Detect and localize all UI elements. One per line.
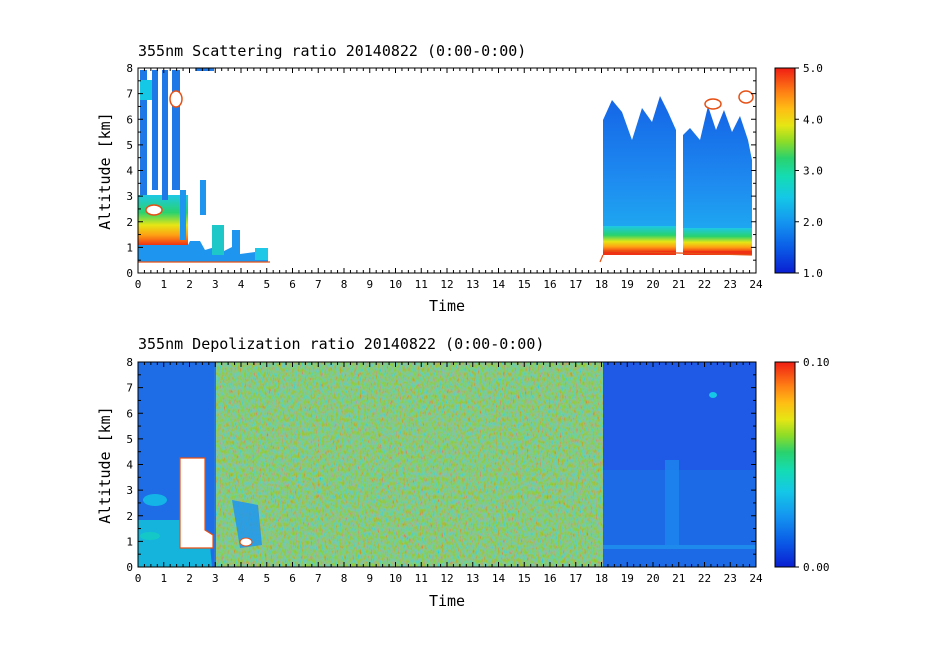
y-tick-label: 8 [126,356,133,369]
x-tick-label: 2 [186,572,193,585]
x-tick-label: 11 [415,278,428,291]
x-tick-label: 22 [698,572,711,585]
panel2-blank-region [179,457,214,549]
panel1-early-signal [138,68,268,262]
x-tick-label: 1 [160,278,167,291]
colorbar-tick-label: 5.0 [803,62,823,75]
panel1-colorbar: 1.0 2.0 3.0 4.0 5.0 [774,62,823,280]
x-tick-label: 4 [238,278,245,291]
x-tick-label: 11 [415,572,428,585]
x-tick-label: 20 [646,572,659,585]
y-tick-label: 0 [126,561,133,574]
x-tick-label: 21 [672,572,685,585]
x-tick-label: 3 [212,278,219,291]
x-tick-label: 12 [440,278,453,291]
y-tick-label: 3 [126,190,133,203]
panel-depolarization: 355nm Depolization ratio 20140822 (0:00-… [96,335,830,610]
colorbar-tick-label: 4.0 [803,113,823,126]
x-tick-label: 0 [135,572,142,585]
y-tick-label: 7 [126,382,133,395]
x-tick-label: 20 [646,278,659,291]
y-tick-label: 1 [126,241,133,254]
x-tick-label: 7 [315,278,322,291]
panel2-y-axis: 0 1 2 3 4 5 6 7 8 [126,356,756,574]
y-tick-label: 2 [126,510,133,523]
panel2-ylabel: Altitude [km] [96,406,114,523]
panel2-x-axis: 0 1 2 3 4 5 6 7 8 9 10 11 12 13 14 15 16 17 18 19 20 21 22 23 24 [135,362,763,585]
y-tick-label: 7 [126,88,133,101]
x-tick-label: 8 [341,278,348,291]
x-tick-label: 19 [621,572,634,585]
y-tick-label: 5 [126,433,133,446]
x-tick-label: 19 [621,278,634,291]
panel1-evening-signal-2 [683,90,754,255]
panel1-x-axis: 0 1 2 3 4 5 6 7 8 9 10 11 12 13 14 15 16 17 18 19 20 21 22 23 24 [135,68,763,291]
x-tick-label: 18 [595,278,608,291]
colorbar-tick-label: 0.00 [803,561,830,574]
x-tick-label: 0 [135,278,142,291]
x-tick-label: 1 [160,572,167,585]
x-tick-label: 15 [518,572,531,585]
x-tick-label: 23 [724,572,737,585]
colorbar-tick-label: 3.0 [803,165,823,178]
x-tick-label: 16 [543,572,556,585]
x-tick-label: 9 [366,572,373,585]
x-tick-label: 3 [212,572,219,585]
x-tick-label: 16 [543,278,556,291]
panel1-plot-area [138,68,756,273]
x-tick-label: 14 [492,278,506,291]
panel1-ylabel: Altitude [km] [96,112,114,229]
y-tick-label: 1 [126,535,133,548]
y-tick-label: 5 [126,139,133,152]
colorbar-tick-label: 1.0 [803,267,823,280]
y-tick-label: 2 [126,216,133,229]
x-tick-label: 24 [749,278,763,291]
panel2-xlabel: Time [429,592,465,610]
x-tick-label: 24 [749,572,763,585]
y-tick-label: 8 [126,62,133,75]
x-tick-label: 22 [698,278,711,291]
panel2-colorbar: 0.00 0.10 [774,356,830,574]
x-tick-label: 4 [238,572,245,585]
x-tick-label: 13 [466,278,479,291]
y-tick-label: 3 [126,484,133,497]
x-tick-label: 18 [595,572,608,585]
panel1-xlabel: Time [429,297,465,315]
x-tick-label: 14 [492,572,506,585]
x-tick-label: 21 [672,278,685,291]
x-tick-label: 9 [366,278,373,291]
x-tick-label: 17 [569,278,582,291]
x-tick-label: 7 [315,572,322,585]
panel1-title: 355nm Scattering ratio 20140822 (0:00-0:… [138,42,526,60]
panel2-daytime-noise [214,362,603,567]
panel1-evening-signal-1 [603,96,676,255]
y-tick-label: 6 [126,113,133,126]
colorbar-tick-label: 2.0 [803,216,823,229]
x-tick-label: 23 [724,278,737,291]
y-tick-label: 4 [126,459,133,472]
y-tick-label: 0 [126,267,133,280]
panel1-y-axis: 0 1 2 3 4 5 6 7 8 [126,62,756,280]
x-tick-label: 5 [263,572,270,585]
x-tick-label: 6 [289,572,296,585]
y-tick-label: 6 [126,407,133,420]
x-tick-label: 10 [389,278,402,291]
x-tick-label: 8 [341,572,348,585]
x-tick-label: 6 [289,278,296,291]
x-tick-label: 12 [440,572,453,585]
y-tick-label: 4 [126,165,133,178]
x-tick-label: 13 [466,572,479,585]
panel2-plot-area [138,362,756,567]
panel-scattering: 355nm Scattering ratio 20140822 (0:00-0:… [96,42,823,315]
x-tick-label: 15 [518,278,531,291]
x-tick-label: 10 [389,572,402,585]
x-tick-label: 5 [263,278,270,291]
x-tick-label: 17 [569,572,582,585]
colorbar-tick-label: 0.10 [803,356,830,369]
panel2-title: 355nm Depolization ratio 20140822 (0:00-… [138,335,544,353]
x-tick-label: 2 [186,278,193,291]
